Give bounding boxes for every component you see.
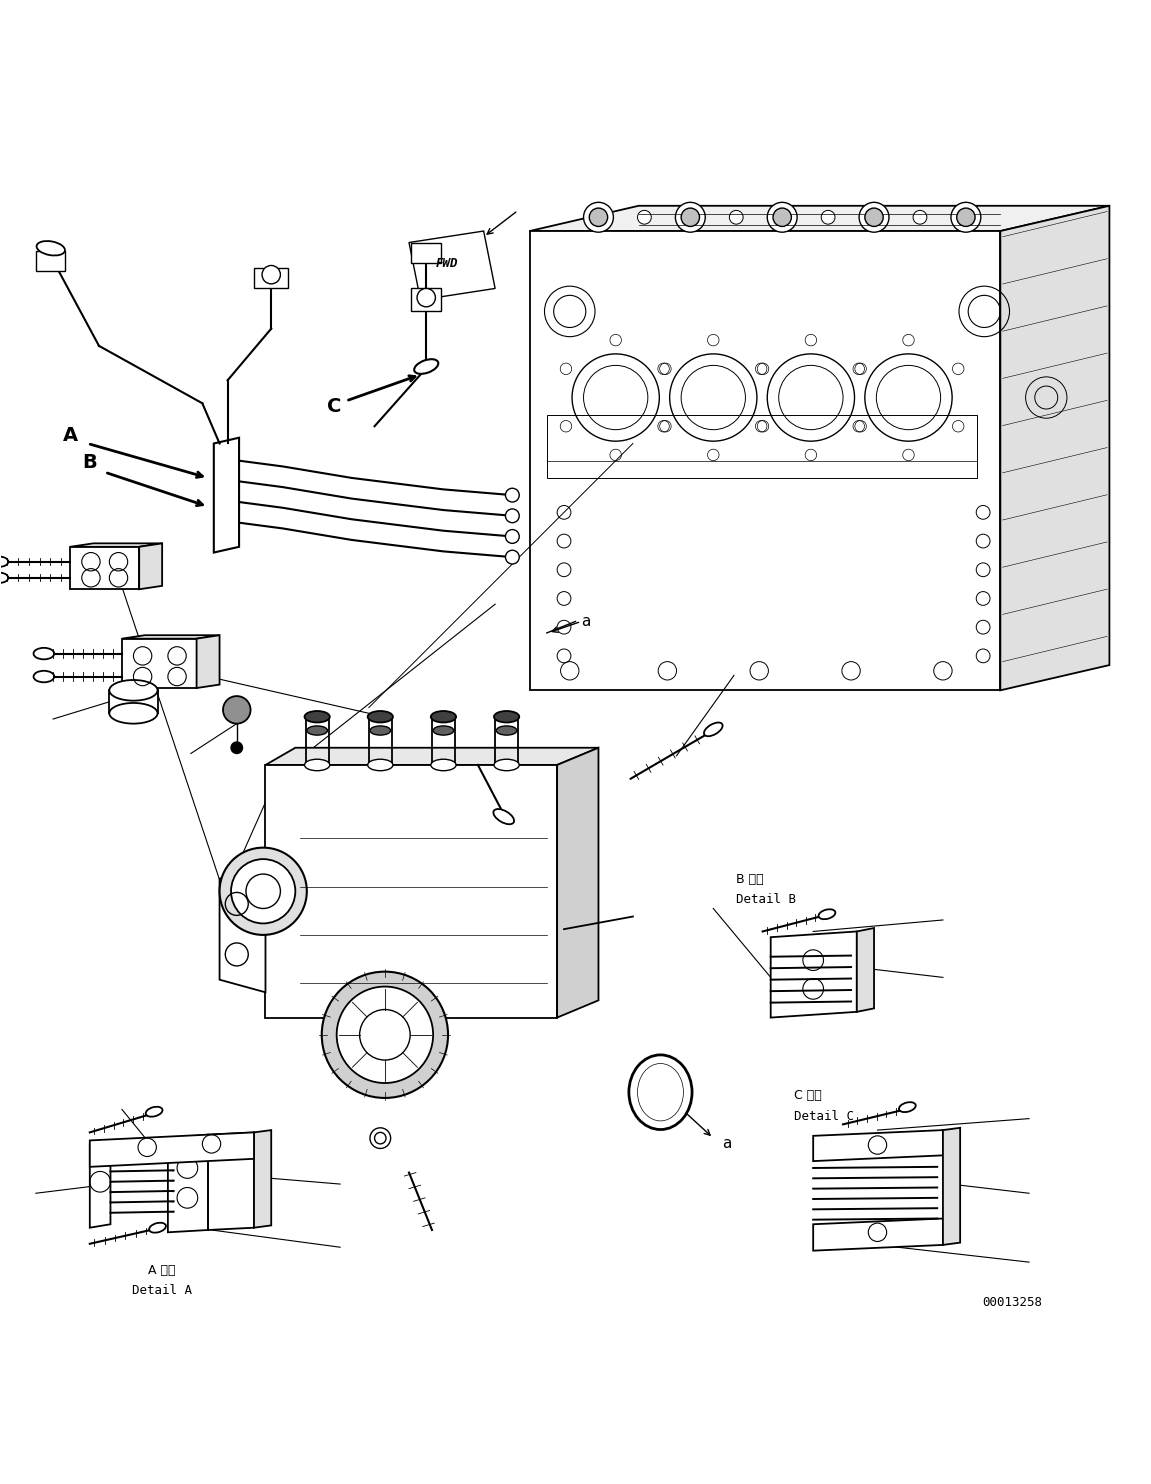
Circle shape (730, 211, 744, 224)
Circle shape (231, 742, 243, 754)
Circle shape (505, 530, 519, 543)
Circle shape (638, 211, 651, 224)
Circle shape (681, 208, 700, 227)
Polygon shape (266, 748, 599, 764)
Ellipse shape (305, 711, 330, 723)
Ellipse shape (818, 910, 836, 919)
Bar (254, 267, 289, 288)
Polygon shape (168, 1135, 208, 1232)
Polygon shape (122, 635, 220, 638)
Circle shape (589, 208, 608, 227)
Bar (411, 288, 441, 312)
Text: Detail A: Detail A (132, 1284, 192, 1297)
Circle shape (262, 266, 281, 283)
Text: Detail B: Detail B (737, 893, 796, 905)
Text: FWD: FWD (435, 257, 458, 270)
Ellipse shape (430, 760, 456, 770)
Polygon shape (197, 635, 220, 689)
Circle shape (676, 202, 706, 232)
Circle shape (773, 208, 792, 227)
Ellipse shape (0, 556, 8, 567)
Polygon shape (814, 1218, 943, 1251)
Text: A: A (62, 426, 78, 445)
Ellipse shape (109, 703, 158, 724)
Polygon shape (70, 543, 162, 546)
Polygon shape (814, 1131, 943, 1160)
Ellipse shape (367, 711, 392, 723)
Polygon shape (90, 1140, 110, 1227)
Ellipse shape (37, 240, 64, 255)
Ellipse shape (0, 573, 8, 583)
Polygon shape (214, 438, 239, 552)
Polygon shape (943, 1128, 960, 1245)
Ellipse shape (367, 760, 392, 770)
Bar (411, 242, 441, 263)
Text: C 詳細: C 詳細 (794, 1089, 822, 1103)
Circle shape (505, 551, 519, 564)
Polygon shape (90, 1132, 254, 1166)
Circle shape (859, 202, 889, 232)
Circle shape (584, 202, 613, 232)
Ellipse shape (146, 1107, 162, 1116)
Ellipse shape (433, 726, 453, 735)
Polygon shape (529, 206, 1110, 232)
Polygon shape (254, 1131, 272, 1227)
Circle shape (223, 696, 251, 724)
Polygon shape (856, 928, 874, 1012)
Circle shape (322, 972, 448, 1098)
Ellipse shape (33, 649, 54, 659)
Circle shape (417, 288, 435, 307)
Ellipse shape (307, 726, 328, 735)
Ellipse shape (496, 726, 517, 735)
Polygon shape (122, 638, 197, 689)
Circle shape (956, 208, 975, 227)
Bar (547, 414, 977, 478)
Text: a: a (581, 614, 590, 629)
Circle shape (768, 202, 798, 232)
Ellipse shape (305, 760, 330, 770)
Polygon shape (529, 232, 1000, 690)
Text: C: C (327, 398, 342, 416)
Circle shape (864, 208, 883, 227)
Circle shape (505, 488, 519, 502)
Ellipse shape (494, 809, 514, 824)
Text: a: a (723, 1137, 732, 1152)
Polygon shape (771, 932, 856, 1018)
Circle shape (231, 859, 296, 923)
Ellipse shape (899, 1103, 916, 1112)
Polygon shape (70, 546, 139, 589)
Ellipse shape (704, 723, 723, 736)
Circle shape (505, 509, 519, 522)
Text: 00013258: 00013258 (982, 1296, 1042, 1309)
Text: Detail C: Detail C (794, 1110, 854, 1123)
Bar (36, 251, 64, 272)
Polygon shape (220, 867, 266, 993)
Polygon shape (557, 748, 599, 1018)
Polygon shape (266, 764, 557, 1018)
Circle shape (337, 987, 433, 1083)
Polygon shape (208, 1132, 254, 1230)
Ellipse shape (430, 711, 456, 723)
Polygon shape (1000, 206, 1110, 690)
Polygon shape (139, 543, 162, 589)
Circle shape (951, 202, 981, 232)
Ellipse shape (494, 760, 519, 770)
Circle shape (220, 847, 307, 935)
Ellipse shape (109, 680, 158, 700)
Ellipse shape (369, 726, 390, 735)
Text: B: B (83, 454, 97, 472)
Text: B 詳細: B 詳細 (737, 873, 764, 886)
Text: A 詳細: A 詳細 (148, 1264, 176, 1276)
Circle shape (821, 211, 834, 224)
Ellipse shape (150, 1223, 166, 1233)
Circle shape (913, 211, 927, 224)
Ellipse shape (33, 671, 54, 683)
Ellipse shape (494, 711, 519, 723)
Ellipse shape (414, 359, 439, 374)
